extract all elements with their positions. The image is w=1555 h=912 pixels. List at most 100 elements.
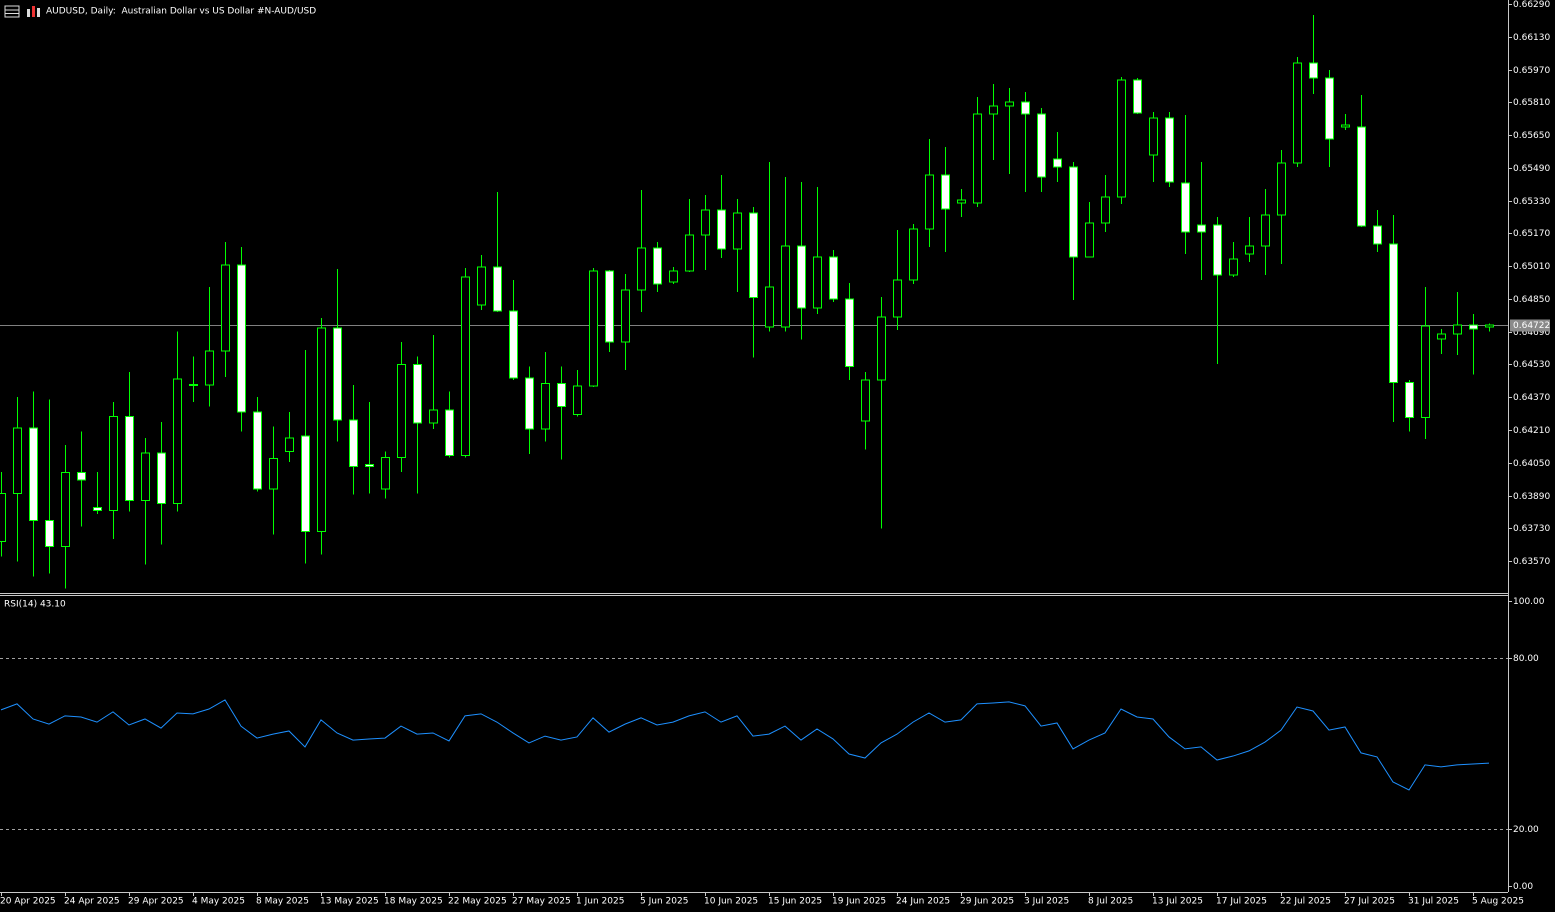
candle-body	[669, 270, 678, 283]
x-tick-label: 24 Jun 2025	[896, 897, 950, 907]
y-tick-label: 0.64530	[1513, 360, 1550, 370]
x-tick-label: 19 Jun 2025	[832, 897, 886, 907]
candle-body	[541, 383, 550, 430]
candle-body	[989, 105, 998, 115]
candle-body	[1117, 79, 1126, 198]
x-tick-label: 5 Jun 2025	[640, 897, 688, 907]
candle-body	[1373, 225, 1382, 245]
candle-body	[845, 298, 854, 368]
candle-body	[317, 327, 326, 533]
candle-body	[1037, 113, 1046, 178]
candle-body	[445, 409, 454, 457]
candle-body	[605, 270, 614, 343]
candle-body	[365, 464, 374, 468]
x-tick-label: 22 Jul 2025	[1280, 897, 1331, 907]
x-tick-label: 27 Jul 2025	[1344, 897, 1395, 907]
icon	[32, 6, 35, 17]
y-tick-label: 20.00	[1513, 825, 1539, 835]
candle-body	[909, 228, 918, 281]
candle-body	[797, 245, 806, 309]
candle-body	[557, 383, 566, 408]
candle-body	[717, 209, 726, 250]
x-tick-label: 4 May 2025	[192, 897, 245, 907]
candle-body	[1149, 117, 1158, 156]
candle-body	[13, 427, 22, 495]
x-tick-label: 15 Jun 2025	[768, 897, 822, 907]
candle-body	[957, 199, 966, 204]
x-tick-label: 18 May 2025	[384, 897, 443, 907]
y-tick-label: 0.65810	[1513, 98, 1550, 108]
rsi-panel	[0, 658, 1508, 830]
candle-body	[701, 209, 710, 236]
candle-body	[349, 419, 358, 468]
x-tick-label: 27 May 2025	[512, 897, 571, 907]
candle-body	[1277, 162, 1286, 216]
candle-body	[765, 286, 774, 328]
candle-body	[1421, 325, 1430, 419]
candle-body	[1405, 382, 1414, 419]
candle-body	[1485, 324, 1494, 328]
candle-body	[1389, 243, 1398, 384]
candle-body	[77, 472, 86, 481]
candle-body	[221, 264, 230, 352]
icon[interactable]	[4, 5, 20, 18]
y-tick-label: 0.63570	[1513, 557, 1550, 567]
candle-body	[1261, 214, 1270, 247]
y-tick-label: 0.65170	[1513, 229, 1550, 239]
candle-body	[253, 411, 262, 490]
y-tick-label: 0.64690	[1513, 328, 1550, 338]
candle-body	[637, 247, 646, 291]
candle-body	[413, 364, 422, 424]
candle-body	[1437, 333, 1446, 340]
candle-body	[1213, 224, 1222, 276]
candle-body	[237, 264, 246, 413]
candle-body	[525, 377, 534, 430]
icon[interactable]	[27, 9, 30, 17]
x-tick-label: 17 Jul 2025	[1216, 897, 1267, 907]
candle-body	[1101, 196, 1110, 224]
candle-body	[1309, 62, 1318, 79]
icon	[37, 8, 40, 17]
candle-body	[509, 310, 518, 379]
candle-body	[1069, 166, 1078, 258]
candle-body	[1229, 258, 1238, 276]
candle-body	[189, 383, 198, 386]
current-price-label: 0.64722	[1513, 321, 1550, 331]
candle-body	[925, 174, 934, 230]
candle-body	[941, 174, 950, 210]
candle-body	[333, 327, 342, 421]
y-tick-label: 0.65330	[1513, 197, 1550, 207]
candle-body	[733, 212, 742, 250]
candle-body	[877, 316, 886, 381]
candle-body	[301, 435, 310, 533]
x-tick-label: 29 Jun 2025	[960, 897, 1014, 907]
y-tick-label: 0.65010	[1513, 262, 1550, 272]
y-tick-label: 0.65490	[1513, 164, 1550, 174]
candle-body	[141, 452, 150, 502]
candle-body	[397, 364, 406, 459]
candle-body	[173, 378, 182, 505]
candle-body	[1341, 124, 1350, 128]
candle-body	[1053, 158, 1062, 168]
x-tick-label: 10 Jun 2025	[704, 897, 758, 907]
current-price-box	[1510, 319, 1550, 332]
candle-body	[1325, 77, 1334, 140]
candle-body	[973, 113, 982, 204]
x-tick-label: 5 Aug 2025	[1472, 897, 1524, 907]
y-tick-label: 0.65650	[1513, 131, 1550, 141]
candle-body	[285, 437, 294, 453]
candle-body	[493, 266, 502, 312]
candle-body	[621, 289, 630, 343]
candle-body	[1021, 101, 1030, 115]
x-tick-label: 1 Jun 2025	[576, 897, 624, 907]
candle-body	[685, 234, 694, 272]
candle-body	[381, 457, 390, 490]
candle-body	[61, 472, 70, 548]
chart-title: AUDUSD, Daily: Australian Dollar vs US D…	[46, 7, 316, 17]
candle-body	[1453, 324, 1462, 335]
x-tick-label: 13 Jul 2025	[1152, 897, 1203, 907]
candle-body	[1357, 126, 1366, 227]
